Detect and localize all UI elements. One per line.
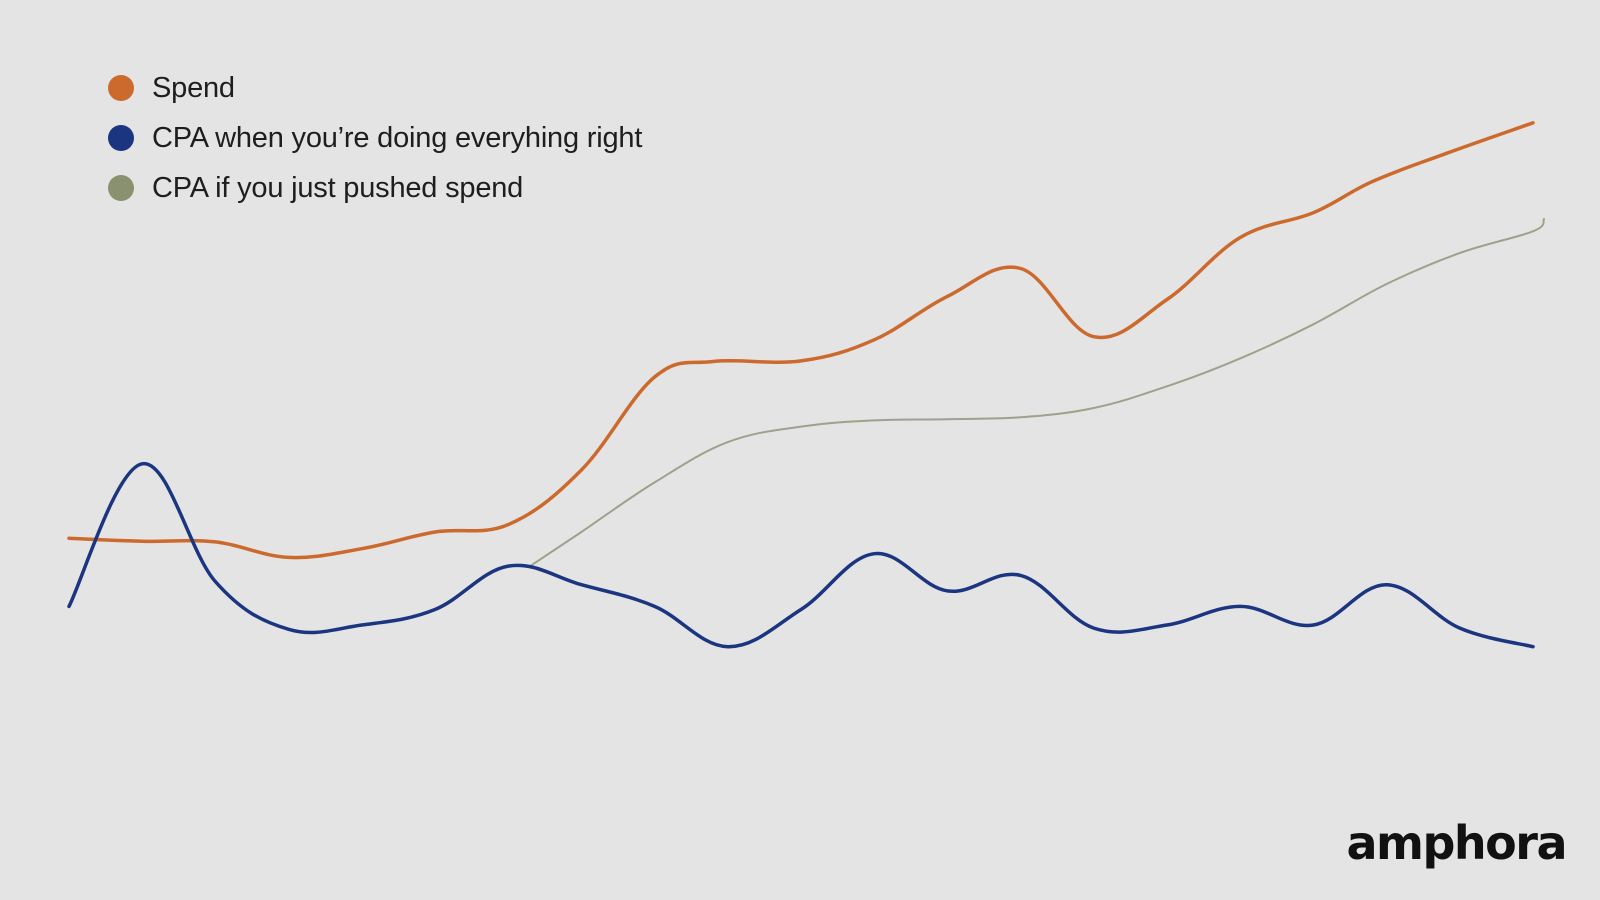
series-line-cpa-right	[67, 462, 1535, 649]
legend-item-cpa-pushed: CPA if you just pushed spend	[108, 170, 642, 206]
plot-area	[67, 121, 1545, 649]
legend-label-cpa-pushed: CPA if you just pushed spend	[152, 171, 524, 204]
legend-item-cpa-right: CPA when you’re doing everyhing right	[108, 120, 642, 156]
legend-swatch-spend	[108, 75, 134, 101]
legend-item-spend: Spend	[108, 70, 642, 106]
legend-label-spend: Spend	[152, 71, 235, 104]
series-line-cpa-pushed	[529, 217, 1545, 568]
legend-swatch-cpa-pushed	[108, 175, 134, 201]
amphora-logo: amphora	[1346, 816, 1568, 870]
series-line-spend	[67, 121, 1535, 560]
legend-label-cpa-right: CPA when you’re doing everyhing right	[152, 121, 643, 154]
chart-legend: Spend CPA when you’re doing everyhing ri…	[108, 70, 642, 206]
legend-swatch-cpa-right	[108, 125, 134, 151]
